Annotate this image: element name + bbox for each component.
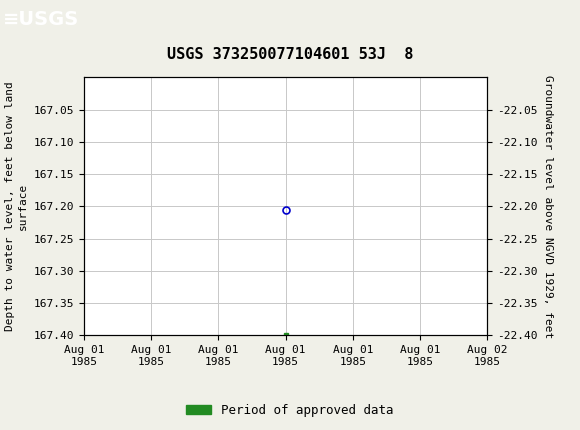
Y-axis label: Depth to water level, feet below land
surface: Depth to water level, feet below land su… [5, 82, 28, 331]
Legend: Period of approved data: Period of approved data [181, 399, 399, 421]
Y-axis label: Groundwater level above NGVD 1929, feet: Groundwater level above NGVD 1929, feet [543, 75, 553, 338]
Text: ≡USGS: ≡USGS [3, 10, 79, 30]
Text: USGS 373250077104601 53J  8: USGS 373250077104601 53J 8 [167, 47, 413, 62]
